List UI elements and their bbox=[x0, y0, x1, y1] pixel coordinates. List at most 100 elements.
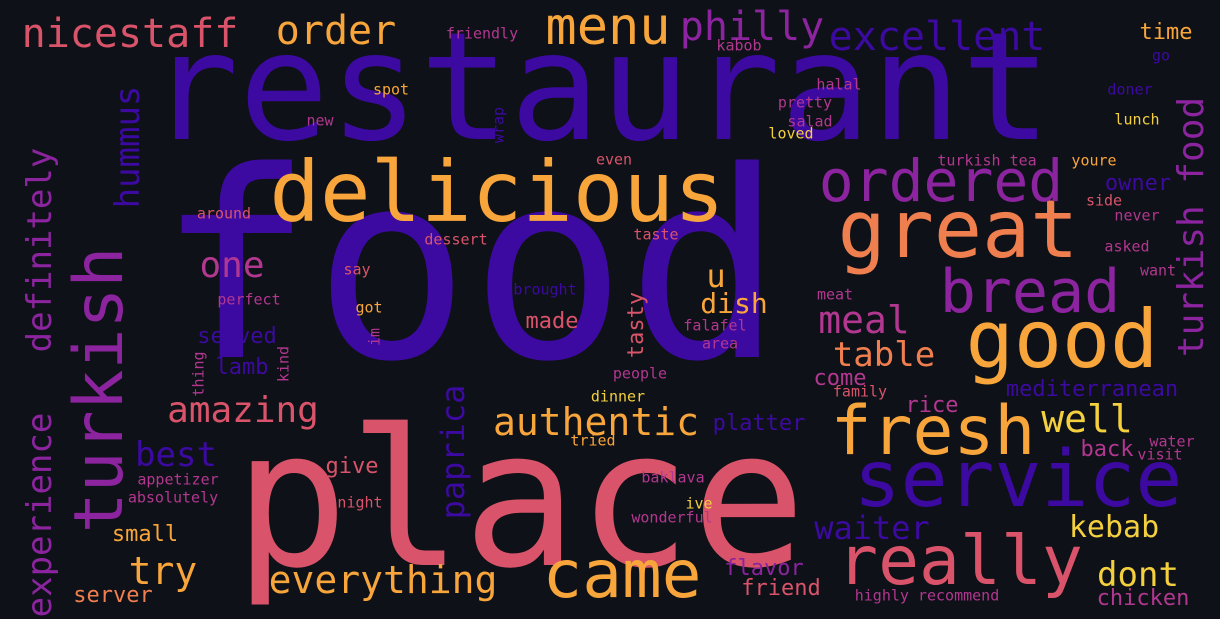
word-im: im bbox=[365, 327, 384, 347]
word-go: go bbox=[1151, 46, 1171, 65]
word-authentic: authentic bbox=[493, 400, 699, 444]
word-hummus: hummus bbox=[108, 85, 148, 209]
word-kebab: kebab bbox=[1068, 510, 1160, 545]
word-visit: visit bbox=[1137, 445, 1183, 464]
word-got: got bbox=[355, 298, 383, 317]
word-new: new bbox=[306, 111, 334, 130]
word-youre: youre bbox=[1071, 151, 1117, 170]
word-delicious: delicious bbox=[269, 143, 725, 241]
word-asked: asked bbox=[1104, 237, 1150, 256]
word-tasty: tasty bbox=[624, 291, 649, 359]
word-wonderful: wonderful bbox=[631, 508, 713, 527]
word-baklava: baklava bbox=[641, 468, 705, 487]
word-good: good bbox=[965, 293, 1159, 386]
word-pretty: pretty bbox=[777, 93, 833, 112]
word-try: try bbox=[128, 549, 198, 593]
word-never: never bbox=[1114, 206, 1160, 225]
word-table: table bbox=[832, 335, 936, 375]
word-kind: kind bbox=[274, 345, 293, 383]
word-bread: bread bbox=[939, 257, 1121, 327]
word-side: side bbox=[1085, 191, 1123, 210]
word-rice: rice bbox=[905, 393, 959, 418]
word-well: well bbox=[1041, 397, 1133, 441]
word-turkish-tea: turkish tea bbox=[937, 151, 1037, 170]
word-tried: tried bbox=[570, 431, 616, 450]
word-server: server bbox=[73, 583, 153, 608]
word-say: say bbox=[343, 260, 371, 279]
word-come: come bbox=[813, 366, 867, 391]
word-absolutely: absolutely bbox=[127, 488, 219, 507]
word-great: great bbox=[837, 183, 1079, 276]
word-nicestaff: nicestaff bbox=[21, 11, 239, 57]
word-appetizer: appetizer bbox=[137, 470, 219, 489]
word-dinner: dinner bbox=[590, 387, 646, 406]
word-menu: menu bbox=[545, 0, 671, 57]
word-taste: taste bbox=[633, 225, 679, 244]
word-perfect: perfect bbox=[217, 290, 281, 309]
word-best: best bbox=[135, 435, 217, 475]
word-service: service bbox=[853, 435, 1183, 525]
word-came: came bbox=[542, 536, 702, 613]
word-order: order bbox=[275, 8, 397, 54]
word-chicken: chicken bbox=[1096, 586, 1190, 611]
word-experience: experience bbox=[20, 412, 60, 618]
word-give: give bbox=[325, 454, 379, 479]
word-time: time bbox=[1139, 20, 1193, 45]
word-philly: philly bbox=[679, 4, 825, 50]
word-dont: dont bbox=[1097, 555, 1179, 595]
word-people: people bbox=[612, 364, 668, 383]
word-made: made bbox=[525, 309, 579, 334]
word-one: one bbox=[199, 245, 265, 286]
word-food: food bbox=[156, 117, 784, 419]
word-everything: everything bbox=[268, 558, 498, 602]
word-mediterranean: mediterranean bbox=[1005, 377, 1179, 402]
word-small: small bbox=[111, 522, 179, 547]
word-salad: salad bbox=[787, 112, 833, 131]
word-water: water bbox=[1149, 432, 1195, 451]
word-fresh: fresh bbox=[830, 392, 1036, 471]
word-waiter: waiter bbox=[814, 509, 930, 547]
word-platter: platter bbox=[712, 411, 806, 436]
word-served: served bbox=[197, 324, 277, 349]
word-back: back bbox=[1080, 437, 1134, 462]
word-meal: meal bbox=[818, 298, 910, 342]
word-turkish-food: turkish food bbox=[1171, 96, 1212, 358]
word-lamb: lamb bbox=[215, 355, 269, 380]
word-kabob: kabob bbox=[716, 36, 762, 55]
word-ordered: ordered bbox=[818, 147, 1064, 215]
word-brought: brought bbox=[513, 280, 577, 299]
word-wrap: wrap bbox=[489, 106, 508, 144]
word-thing: thing bbox=[189, 351, 208, 397]
word-want: want bbox=[1139, 261, 1177, 280]
word-falafel: falafel bbox=[683, 316, 747, 335]
word-paprica: paprica bbox=[434, 384, 472, 520]
word-night: night bbox=[337, 493, 383, 512]
word-really: really bbox=[837, 522, 1083, 601]
word-dish: dish bbox=[700, 287, 768, 320]
word-spot: spot bbox=[372, 80, 410, 99]
word-ive: ive bbox=[685, 494, 713, 513]
word-place: place bbox=[234, 389, 806, 610]
word-friendly: friendly bbox=[445, 24, 519, 43]
word-loved: loved bbox=[768, 124, 814, 143]
word-amazing: amazing bbox=[167, 390, 319, 431]
word-even: even bbox=[595, 150, 633, 169]
word-meat: meat bbox=[816, 285, 854, 304]
word-turkish: turkish bbox=[60, 246, 139, 534]
word-family: family bbox=[832, 382, 888, 401]
word-excellent: excellent bbox=[828, 14, 1046, 60]
word-owner: owner bbox=[1104, 171, 1172, 196]
word-dessert: dessert bbox=[424, 230, 488, 249]
word-doner: doner bbox=[1107, 80, 1153, 99]
word-area: area bbox=[701, 334, 739, 353]
word-restaurant: restaurant bbox=[148, 1, 1052, 175]
word-u: u bbox=[706, 257, 726, 295]
word-friend: friend bbox=[741, 576, 821, 601]
word-halal: halal bbox=[816, 75, 862, 94]
word-around: around bbox=[196, 204, 252, 223]
word-highly-recommend: highly recommend bbox=[854, 586, 1000, 605]
word-flavor: flavor bbox=[724, 556, 804, 581]
word-lunch: lunch bbox=[1114, 110, 1160, 129]
word-definitely: definitely bbox=[20, 147, 60, 353]
